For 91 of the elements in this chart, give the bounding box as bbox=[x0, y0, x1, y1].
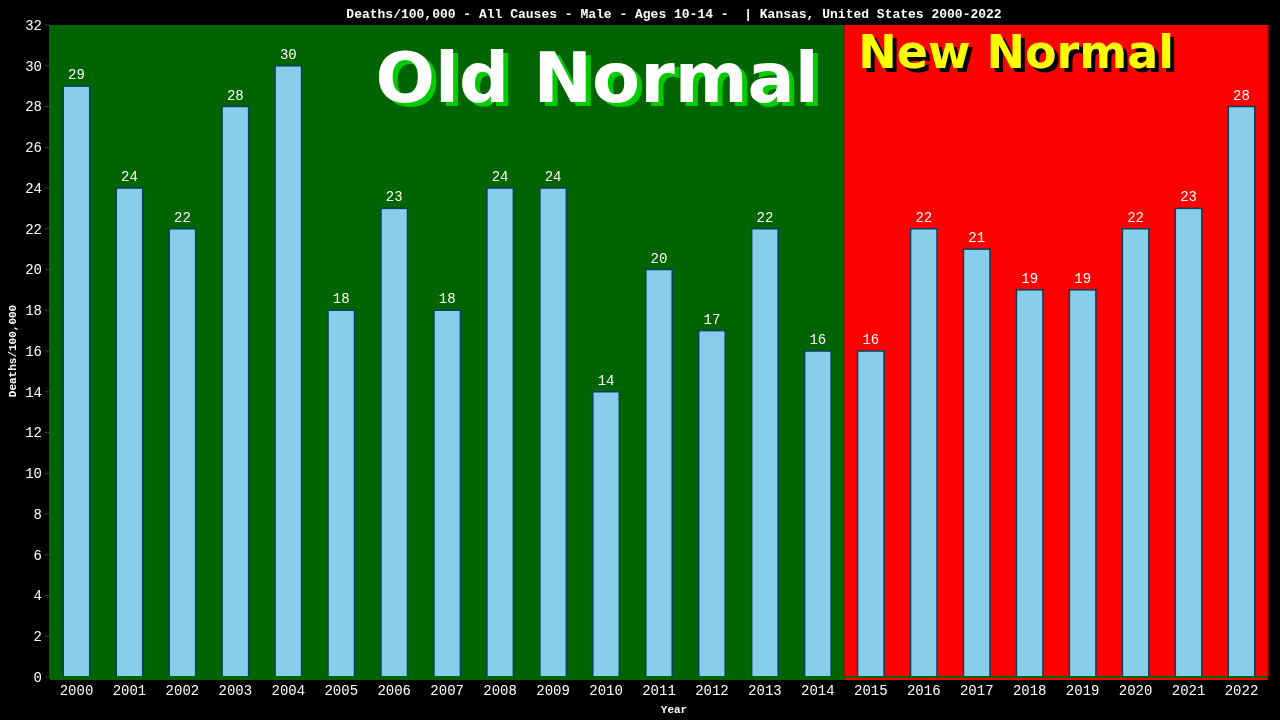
data-label: 24 bbox=[491, 169, 509, 185]
data-label: 24 bbox=[544, 169, 562, 185]
x-tick-label: 2006 bbox=[377, 683, 412, 699]
data-label: 22 bbox=[1127, 209, 1145, 226]
bar bbox=[62, 85, 91, 678]
data-label: 14 bbox=[597, 372, 615, 389]
data-label: 30 bbox=[279, 46, 297, 63]
x-tick-label: 2021 bbox=[1171, 683, 1206, 699]
x-tick-label: 2002 bbox=[165, 683, 200, 699]
band-label: New Normal bbox=[858, 25, 1175, 79]
y-tick-label: 26 bbox=[25, 140, 42, 157]
bar bbox=[803, 350, 832, 678]
data-label: 19 bbox=[1074, 270, 1092, 287]
y-tick-label: 12 bbox=[25, 425, 42, 442]
data-label: 29 bbox=[68, 67, 85, 84]
x-tick-label: 2016 bbox=[906, 683, 941, 699]
band-label: Old Normal bbox=[375, 37, 819, 119]
data-label: 28 bbox=[1233, 87, 1250, 104]
bar bbox=[486, 187, 515, 678]
x-tick-label: 2007 bbox=[430, 683, 464, 699]
data-label: 24 bbox=[121, 169, 138, 185]
bar bbox=[909, 228, 938, 678]
bar bbox=[274, 65, 303, 678]
bar bbox=[539, 187, 568, 678]
x-tick-label: 2013 bbox=[748, 683, 782, 699]
bar bbox=[697, 329, 726, 678]
x-tick-label: 2000 bbox=[59, 683, 94, 699]
bar bbox=[592, 391, 621, 678]
data-label: 28 bbox=[226, 87, 244, 104]
x-tick-label: 2008 bbox=[483, 683, 517, 699]
x-tick-label: 2022 bbox=[1224, 683, 1259, 699]
bar bbox=[327, 309, 356, 678]
bar bbox=[645, 268, 673, 678]
x-tick-label: 2010 bbox=[589, 683, 623, 699]
bar bbox=[1015, 289, 1044, 678]
y-tick-label: 6 bbox=[33, 547, 42, 564]
y-tick-label: 0 bbox=[33, 669, 42, 686]
data-label: 21 bbox=[968, 230, 986, 247]
data-label: 17 bbox=[703, 311, 721, 328]
bar bbox=[380, 207, 409, 678]
x-tick-label: 2004 bbox=[271, 683, 306, 699]
data-label: 23 bbox=[1180, 189, 1197, 206]
x-tick-label: 2011 bbox=[642, 683, 676, 699]
y-tick-label: 28 bbox=[25, 99, 42, 116]
x-tick-label: 2014 bbox=[801, 683, 835, 699]
chart-title: Deaths/100,000 - All Causes - Male - Ages 10-14 - | Kansas, United States 2000-2022 bbox=[346, 7, 1002, 22]
bar bbox=[168, 228, 197, 678]
data-label: 18 bbox=[438, 291, 456, 308]
bar bbox=[856, 350, 885, 678]
y-tick-label: 2 bbox=[33, 629, 42, 646]
data-label: 22 bbox=[756, 209, 774, 226]
bar bbox=[433, 309, 462, 678]
y-tick-label: 24 bbox=[25, 180, 42, 197]
x-tick-label: 2015 bbox=[854, 683, 888, 699]
y-tick-label: 22 bbox=[25, 221, 42, 238]
y-tick-label: 14 bbox=[25, 384, 42, 401]
x-tick-label: 2017 bbox=[959, 683, 994, 699]
bar bbox=[1227, 105, 1256, 678]
y-tick-label: 8 bbox=[33, 506, 42, 523]
data-label: 18 bbox=[332, 291, 350, 308]
x-tick-label: 2020 bbox=[1118, 683, 1153, 699]
x-tick-label: 2001 bbox=[112, 683, 147, 699]
y-tick-label: 16 bbox=[25, 343, 42, 360]
y-tick-label: 18 bbox=[25, 303, 42, 320]
bar bbox=[750, 228, 779, 678]
x-tick-label: 2003 bbox=[218, 683, 253, 699]
data-label: 22 bbox=[173, 209, 191, 226]
bar bbox=[221, 105, 250, 678]
y-tick-label: 20 bbox=[25, 262, 42, 279]
x-tick-label: 2012 bbox=[695, 683, 729, 699]
bar bbox=[962, 248, 991, 678]
data-label: 16 bbox=[862, 332, 880, 348]
x-tick-label: 2018 bbox=[1012, 683, 1047, 699]
x-axis-title: Year bbox=[660, 704, 688, 716]
data-label: 22 bbox=[915, 209, 933, 226]
y-tick-label: 4 bbox=[33, 588, 42, 605]
data-label: 23 bbox=[385, 189, 403, 206]
data-label: 20 bbox=[650, 250, 668, 267]
data-label: 19 bbox=[1021, 270, 1039, 287]
bar bbox=[1068, 289, 1097, 678]
y-tick-label: 32 bbox=[25, 17, 42, 34]
bar bbox=[1121, 228, 1150, 678]
data-label: 16 bbox=[809, 332, 827, 348]
x-tick-label: 2005 bbox=[324, 683, 359, 699]
x-tick-label: 2019 bbox=[1065, 683, 1100, 699]
y-tick-label: 30 bbox=[25, 58, 42, 75]
y-axis-title: Deaths/100,000 bbox=[7, 304, 19, 398]
y-tick-label: 10 bbox=[25, 466, 42, 483]
bar bbox=[115, 187, 144, 678]
bar bbox=[1174, 207, 1203, 678]
x-tick-label: 2009 bbox=[536, 683, 570, 699]
